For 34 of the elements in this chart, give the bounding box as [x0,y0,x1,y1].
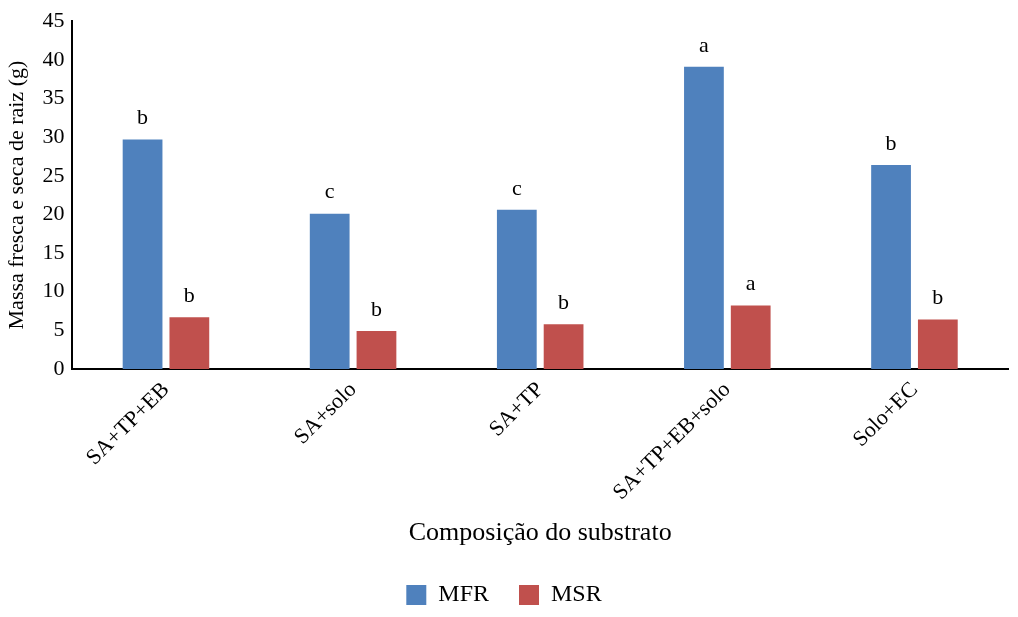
annotation: c [324,178,335,204]
y-tick-label: 10 [42,277,65,303]
annotation: b [370,295,382,321]
y-tick-label: 15 [42,238,65,264]
bar [917,319,958,369]
annotation: b [885,129,897,155]
y-tick-label: 0 [53,354,65,380]
y-tick-label: 30 [42,122,65,148]
annotation: b [183,281,195,307]
y-tick-label: 25 [42,161,65,187]
y-tick-label: 35 [42,84,65,110]
annotation: b [932,284,944,310]
bar [496,209,537,369]
legend-label: MSR [551,580,602,607]
bar [169,317,210,369]
x-axis-title: Composição do substrato [408,517,672,547]
annotation: a [745,270,756,296]
y-tick-label: 20 [42,200,65,226]
bar [730,305,771,369]
bar [871,164,911,369]
legend-label: MFR [438,580,490,607]
bar [309,213,350,369]
annotation: c [511,174,522,200]
y-tick-label: 5 [53,316,65,342]
bar [543,324,584,369]
annotation: b [558,288,570,314]
bar [356,331,397,369]
y-tick-label: 45 [42,6,65,32]
bar [122,139,163,369]
y-axis-title: Massa fresca e seca de raiz (g) [2,60,28,330]
annotation: b [137,104,149,130]
annotation: a [699,31,710,57]
y-tick-label: 40 [42,45,65,71]
bar [684,66,724,369]
